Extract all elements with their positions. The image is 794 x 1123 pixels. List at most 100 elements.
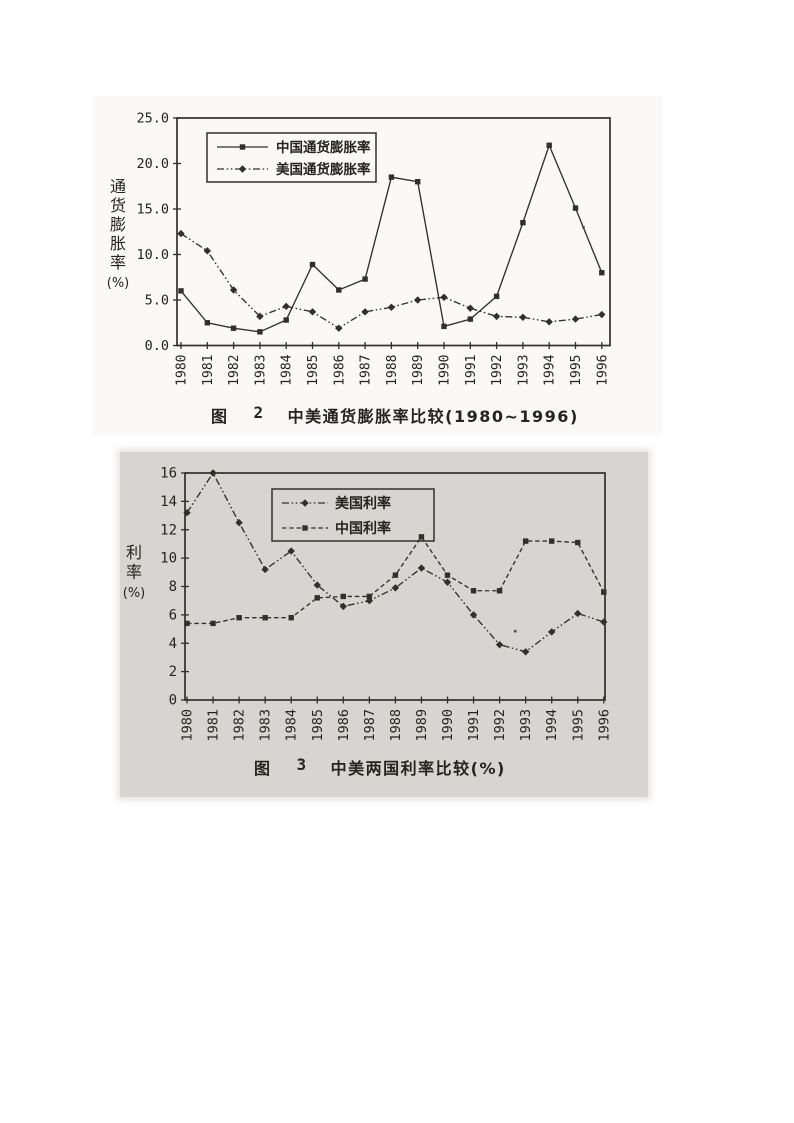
series-0-point-marker — [235, 518, 243, 527]
y-tick-label: 20.0 — [136, 156, 169, 172]
y-tick-label: 4 — [169, 636, 177, 652]
x-tick-year-label: 1994 — [544, 709, 560, 742]
series-1-point-marker — [444, 572, 451, 578]
series-0-point-marker — [391, 584, 400, 592]
x-tick-year-label: 1982 — [232, 709, 248, 742]
series-1-point-marker — [210, 620, 216, 627]
series-line-1 — [180, 233, 602, 330]
series-1-point-marker — [519, 313, 527, 321]
series-1-point-marker — [414, 296, 422, 304]
series-0-point-marker — [546, 142, 552, 148]
series-0-point-marker — [261, 565, 269, 574]
series-1-point-marker — [256, 312, 264, 321]
y-axis-title-char: (%) — [107, 276, 130, 291]
legend-entry-label: 美国利率 — [335, 495, 391, 512]
figure-2-scan-background — [92, 96, 662, 436]
y-axis-title-char: (%) — [123, 586, 146, 601]
x-tick-year-label: 1983 — [253, 355, 268, 386]
series-0-point-marker — [495, 640, 504, 649]
series-1-point-marker — [440, 293, 448, 301]
series-0-point-marker — [209, 469, 217, 477]
legend-box — [206, 132, 377, 183]
series-0-point-marker — [520, 219, 526, 226]
series-0-point-marker — [574, 609, 582, 618]
series-1-point-marker — [575, 539, 581, 546]
y-axis-title-char: 利 — [126, 543, 142, 562]
figure-3-number: 3 — [296, 755, 308, 774]
series-0-point-marker — [339, 602, 347, 611]
series-0-point-marker — [309, 261, 316, 268]
y-axis-title-char: 通 — [110, 177, 126, 196]
figure-2-title: 中美通货膨胀率比较(1980~1996) — [287, 407, 579, 426]
scan-artifact-dot — [582, 225, 585, 229]
y-tick-label: 10 — [160, 551, 177, 567]
series-1-point-marker — [545, 318, 553, 326]
figure-2-label: 图 — [211, 407, 229, 426]
series-1-point-marker — [601, 589, 607, 595]
legend-sample-marker — [239, 144, 246, 150]
series-0-point-marker — [417, 564, 426, 572]
y-tick-label: 15.0 — [136, 202, 169, 218]
series-0-point-marker — [599, 270, 605, 276]
x-tick-year-label: 1991 — [466, 709, 482, 742]
series-0-point-marker — [600, 618, 608, 626]
y-axis-title-char: 膨 — [110, 215, 126, 234]
x-tick-year-label: 1988 — [388, 709, 404, 742]
series-0-point-marker — [443, 578, 452, 586]
x-tick-year-label: 1981 — [201, 355, 216, 386]
series-1-point-marker — [392, 572, 399, 578]
legend-box — [271, 488, 435, 542]
series-0-point-marker — [204, 320, 210, 326]
plot-border — [176, 117, 611, 347]
x-tick-year-label: 1981 — [206, 709, 222, 742]
x-tick-year-label: 1992 — [492, 709, 508, 742]
x-tick-year-label: 1982 — [227, 355, 242, 386]
series-1-point-marker — [522, 538, 529, 544]
x-tick-year-label: 1989 — [414, 709, 430, 742]
series-0-point-marker — [388, 174, 395, 180]
y-tick-label: 0 — [169, 693, 177, 709]
series-0-point-marker — [336, 287, 342, 293]
series-1-point-marker — [366, 593, 373, 600]
x-tick-year-label: 1996 — [595, 355, 610, 386]
y-axis-title-char: 货 — [110, 196, 126, 215]
series-0-point-marker — [257, 329, 263, 335]
x-tick-year-label: 1996 — [596, 709, 612, 742]
series-1-point-marker — [470, 588, 477, 594]
y-tick-label: 12 — [160, 522, 177, 538]
series-1-point-marker — [203, 247, 211, 255]
x-tick-year-label: 1994 — [543, 354, 558, 385]
legend-sample-marker — [238, 165, 247, 173]
x-tick-year-label: 1992 — [490, 354, 505, 385]
series-0-point-marker — [469, 611, 478, 619]
y-axis-title-char: 率 — [126, 563, 142, 582]
series-1-point-marker — [496, 588, 503, 594]
series-0-point-marker — [283, 317, 289, 323]
series-0-point-marker — [183, 509, 191, 517]
x-tick-year-label: 1983 — [258, 709, 274, 742]
series-1-point-marker — [308, 308, 317, 316]
series-1-point-marker — [466, 304, 474, 312]
legend-entry-label: 美国通货膨胀率 — [276, 161, 371, 178]
series-1-point-marker — [282, 302, 290, 311]
y-tick-label: 16 — [160, 466, 177, 482]
x-tick-year-label: 1980 — [180, 709, 196, 742]
series-1-point-marker — [418, 534, 425, 540]
series-0-point-marker — [313, 581, 321, 589]
series-0-point-marker — [548, 628, 556, 636]
series-1-point-marker — [184, 620, 190, 627]
series-0-point-marker — [287, 547, 295, 555]
y-axis-title-char: 率 — [110, 253, 126, 272]
series-1-point-marker — [492, 312, 501, 321]
series-0-point-marker — [415, 179, 421, 185]
figure-3-interest-rate-chart: 0 2 4 6 8 10 12 14 16 1980 1981 1982 1983 1984 1985 198… — [123, 466, 613, 742]
series-1-point-marker — [177, 229, 185, 238]
figure-2-inflation-chart: 0.0 5.0 10.0 15.0 20.0 25.0 1980 1981 1982 1983 19… — [107, 111, 611, 386]
x-tick-year-label: 1987 — [359, 355, 374, 386]
series-line-0 — [186, 471, 605, 653]
scan-artifact-dot — [513, 629, 517, 633]
y-tick-label: 14 — [160, 494, 177, 510]
legend-sample-marker — [301, 499, 309, 507]
series-0-point-marker — [572, 205, 579, 211]
